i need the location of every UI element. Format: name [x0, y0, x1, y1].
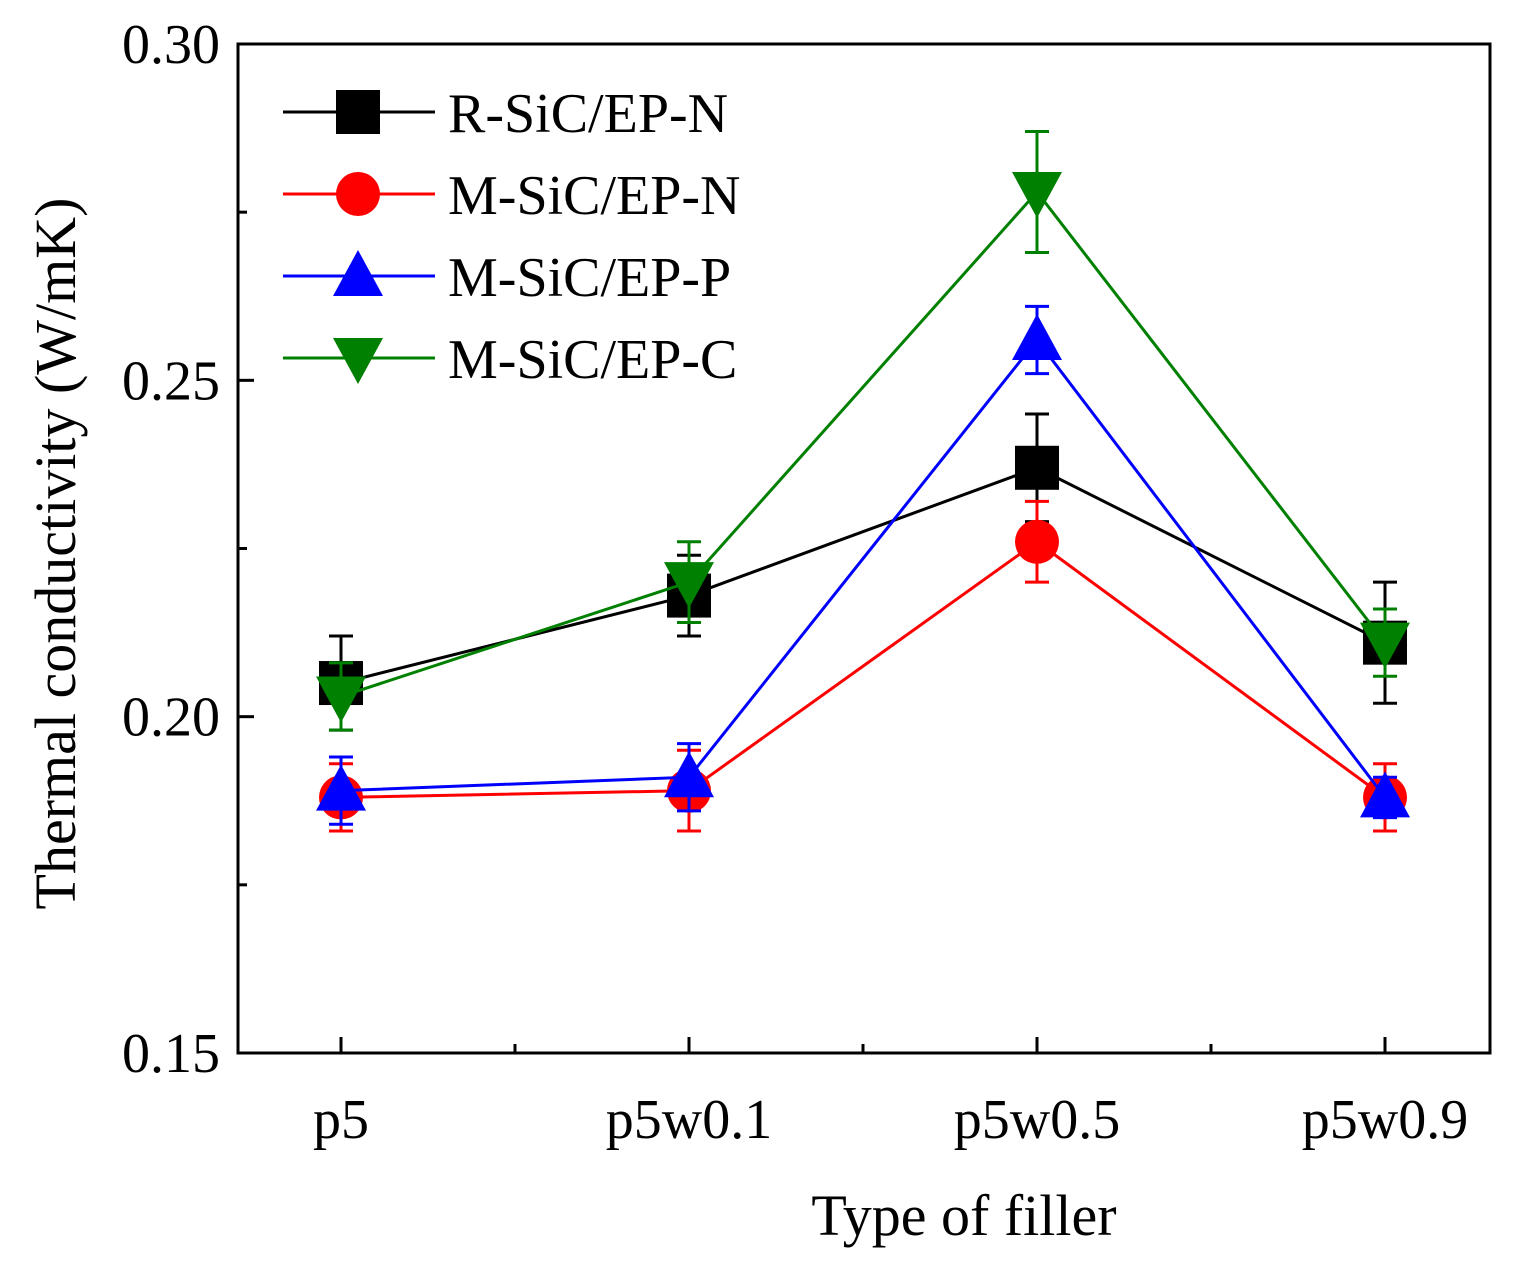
y-tick-label: 0.30 [122, 14, 220, 76]
legend-item: R-SiC/EP-N [283, 83, 728, 145]
legend: R-SiC/EP-N M-SiC/EP-N M-SiC/EP-P M-SiC/EP-C [283, 83, 741, 391]
x-tick-label: p5w0.5 [954, 1089, 1120, 1151]
data-point [1360, 622, 1410, 669]
legend-label: M-SiC/EP-N [448, 165, 741, 227]
series-line [340, 337, 1387, 799]
legend-label: M-SiC/EP-C [448, 329, 737, 391]
data-point [316, 676, 366, 723]
x-tick-label: p5w0.1 [606, 1089, 772, 1151]
legend-item: M-SiC/EP-N [283, 165, 741, 227]
data-point [664, 751, 714, 798]
y-tick-label: 0.20 [122, 687, 220, 749]
series-m-sic-ep-c [316, 129, 1410, 732]
data-point [1012, 171, 1062, 218]
data-point [664, 562, 714, 609]
legend-marker [333, 338, 383, 384]
legend-label: M-SiC/EP-P [448, 247, 731, 309]
data-point [1015, 519, 1059, 564]
y-axis-title: Thermal conductivity (W/mK) [23, 198, 88, 910]
series-line [340, 466, 1386, 685]
legend-item: M-SiC/EP-C [283, 329, 737, 391]
data-point [1360, 771, 1410, 818]
legend-item: M-SiC/EP-P [283, 247, 731, 309]
x-tick-label: p5 [313, 1089, 369, 1151]
legend-label: R-SiC/EP-N [448, 83, 728, 145]
series-m-sic-ep-p [316, 304, 1410, 826]
y-tick-label: 0.25 [122, 350, 220, 412]
axes: 0.15 0.20 0.25 0.30 p5 p5w0.1 p5w0.5 p5w0.9 [122, 14, 1492, 1151]
legend-marker [336, 172, 380, 216]
data-point [1015, 445, 1059, 490]
plot-series [316, 129, 1410, 833]
series-m-sic-ep-n [319, 499, 1407, 833]
y-tick-label: 0.15 [122, 1023, 220, 1085]
data-point [1012, 313, 1062, 360]
data-point [316, 764, 366, 811]
series-line [340, 539, 1386, 799]
x-tick-label: p5w0.9 [1302, 1089, 1468, 1151]
x-axis-title: Type of filler [811, 1183, 1116, 1248]
series-line [340, 189, 1387, 698]
legend-marker [336, 90, 380, 134]
legend-marker [333, 250, 383, 296]
